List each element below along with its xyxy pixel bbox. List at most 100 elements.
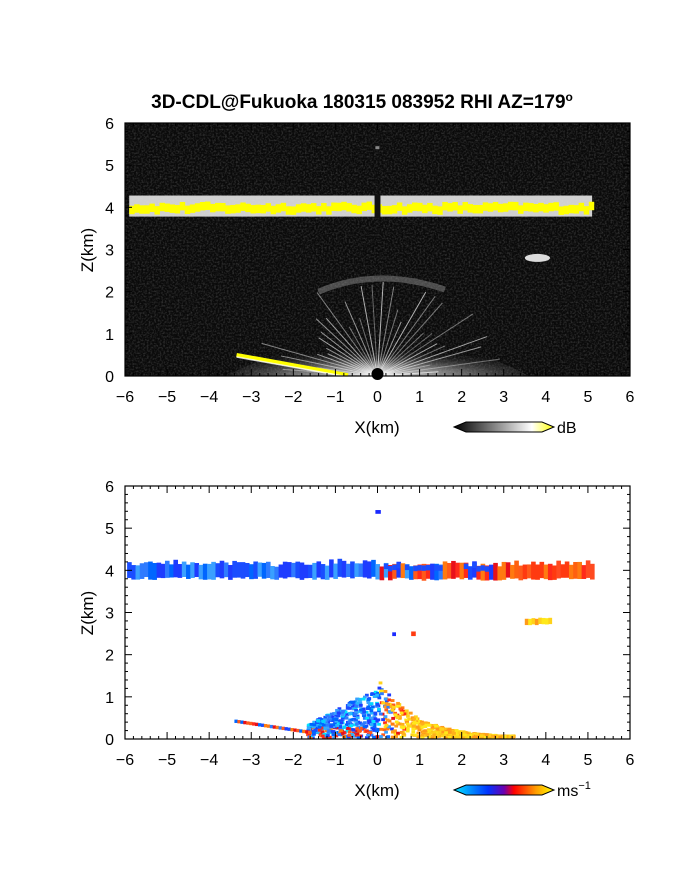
near-west-cell bbox=[354, 704, 359, 708]
x-tick-label: 3 bbox=[499, 389, 508, 406]
layer-east-top-cell bbox=[388, 565, 393, 572]
layer-east-cell bbox=[438, 564, 444, 580]
near-east-cell bbox=[461, 730, 466, 734]
ground-streak-cell bbox=[284, 727, 288, 731]
near-west-cell bbox=[340, 718, 345, 721]
fan-spoke bbox=[371, 284, 378, 377]
x-tick-label: 6 bbox=[626, 389, 635, 406]
layer-east-cell bbox=[590, 563, 595, 580]
layer-east-cell bbox=[581, 565, 587, 579]
ground-streak-cell bbox=[266, 724, 271, 728]
near-east-cell bbox=[404, 718, 409, 722]
near-west-cell bbox=[312, 732, 316, 736]
layer-west-cell bbox=[240, 562, 246, 579]
layer-east-cell bbox=[472, 561, 477, 578]
near-east-cell bbox=[387, 719, 392, 723]
near-east-cell bbox=[389, 705, 394, 709]
layer-core-cell bbox=[210, 203, 216, 213]
layer-core-cell bbox=[533, 203, 539, 213]
near-west-cell bbox=[325, 718, 329, 722]
layer-west-cell bbox=[202, 563, 208, 580]
layer-core-cell bbox=[204, 201, 211, 210]
near-east-cell bbox=[425, 733, 430, 737]
layer-east-cell bbox=[383, 562, 389, 578]
isolated-echo-cell bbox=[538, 617, 543, 624]
layer-core-cell bbox=[396, 202, 403, 211]
layer-core-cell bbox=[417, 202, 423, 212]
near-west-cell bbox=[374, 735, 378, 739]
near-east-cell bbox=[475, 732, 479, 736]
near-east-cell bbox=[401, 726, 406, 730]
y-tick-label: 5 bbox=[105, 521, 114, 538]
near-east-cell bbox=[390, 699, 395, 703]
near-east-cell bbox=[424, 723, 429, 727]
fan-spoke bbox=[377, 371, 439, 377]
faint-arc-echo bbox=[317, 275, 446, 295]
layer-east-cell bbox=[531, 561, 536, 580]
ground-echo-edge bbox=[236, 356, 349, 378]
near-west-cell bbox=[312, 724, 317, 728]
snr-colorbar: dB bbox=[452, 420, 577, 437]
near-east-cell bbox=[434, 724, 438, 728]
near-west-cell bbox=[358, 729, 362, 733]
near-west-cell bbox=[368, 731, 373, 735]
near-west-cell bbox=[372, 695, 377, 699]
x-tick-label: 0 bbox=[373, 389, 382, 406]
near-east-cell bbox=[501, 736, 506, 740]
layer-core-cell bbox=[235, 204, 241, 213]
layer-west-cell bbox=[316, 561, 322, 578]
layer-west-cell bbox=[324, 565, 330, 580]
ground-streak-cell bbox=[281, 726, 285, 731]
layer-core-cell bbox=[305, 204, 312, 213]
layer-east-top-cell bbox=[467, 566, 473, 572]
fan-spoke bbox=[327, 353, 378, 377]
y-tick-label: 1 bbox=[105, 327, 114, 344]
fan-spoke bbox=[377, 346, 482, 377]
layer-west-cell bbox=[228, 564, 233, 580]
layer-core-cell bbox=[386, 205, 393, 215]
near-west-cell bbox=[347, 706, 352, 710]
near-west-cell bbox=[345, 729, 350, 733]
layer-east-cell bbox=[388, 565, 393, 581]
layer-core-cell bbox=[311, 203, 317, 212]
near-east-cell bbox=[387, 698, 391, 702]
layer-east-cell bbox=[459, 562, 465, 580]
layer-east-cell bbox=[543, 564, 549, 580]
near-east-cell bbox=[411, 722, 416, 726]
layer-core-cell bbox=[361, 202, 367, 212]
layer-east-top-cell bbox=[421, 565, 427, 571]
layer-core-cell bbox=[583, 206, 590, 215]
fan-spoke bbox=[377, 291, 427, 377]
fan-spoke bbox=[326, 347, 378, 377]
layer-west-cell bbox=[253, 561, 258, 579]
near-east-cell bbox=[430, 736, 435, 740]
near-west-cell bbox=[355, 722, 359, 726]
ground-streak-cell bbox=[246, 721, 250, 725]
near-west-cell bbox=[358, 721, 363, 725]
small-echo bbox=[375, 146, 380, 150]
near-west-cell bbox=[344, 716, 349, 720]
near-east-cell bbox=[427, 730, 432, 734]
near-west-cell bbox=[358, 701, 363, 705]
layer-east-cell bbox=[404, 564, 410, 579]
layer-core-cell bbox=[159, 202, 165, 212]
fan-spoke bbox=[377, 333, 433, 377]
layer-east-cell bbox=[522, 564, 528, 580]
layer-west-cell bbox=[211, 561, 216, 580]
near-west-cell bbox=[307, 727, 312, 731]
near-east-cell bbox=[393, 729, 397, 733]
near-west-cell bbox=[330, 715, 335, 719]
layer-core-cell bbox=[406, 204, 413, 213]
layer-east-cell bbox=[568, 564, 574, 580]
near-west-cell bbox=[340, 711, 344, 715]
layer-west-cell bbox=[177, 564, 183, 578]
near-west-cell bbox=[367, 713, 371, 717]
near-east-cell bbox=[383, 715, 388, 719]
layer-east-cell bbox=[455, 562, 460, 578]
layer-east-cell bbox=[547, 563, 553, 581]
layer-east-top-cell bbox=[413, 565, 418, 572]
near-east-cell bbox=[457, 731, 462, 735]
layer-west-cell bbox=[143, 562, 149, 578]
near-east-cell bbox=[468, 733, 473, 737]
near-east-cell bbox=[381, 718, 385, 722]
